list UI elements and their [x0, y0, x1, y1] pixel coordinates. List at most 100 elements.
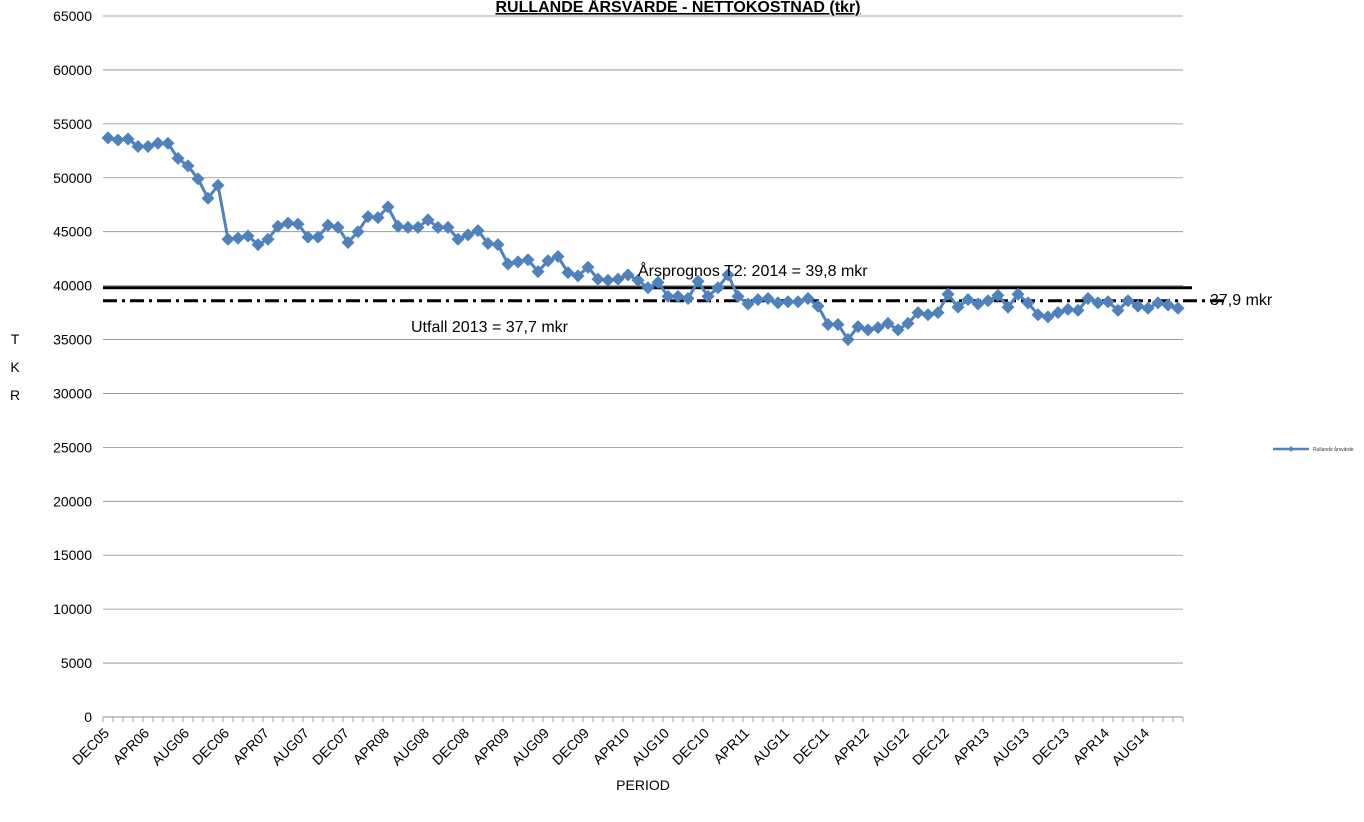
end-value-annotation: 37,9 mkr: [1210, 292, 1273, 309]
data-point: [901, 316, 915, 330]
x-tick-label: APR11: [710, 725, 752, 767]
data-point: [261, 232, 275, 246]
data-point: [1031, 308, 1045, 322]
forecast-annotation: Årsprognos T2: 2014 = 39,8 mkr: [638, 261, 868, 280]
data-point: [1051, 306, 1065, 320]
data-point: [141, 139, 155, 153]
data-point: [401, 220, 415, 234]
x-tick-label: DEC08: [429, 725, 472, 768]
data-point: [1011, 287, 1025, 301]
x-tick-label: DEC10: [669, 725, 712, 768]
data-point: [421, 213, 435, 227]
data-point: [771, 296, 785, 310]
data-point: [741, 297, 755, 311]
data-point: [1131, 299, 1145, 313]
data-point: [631, 273, 645, 287]
y-tick-label: 30000: [53, 385, 92, 401]
data-point: [1161, 298, 1175, 312]
data-point: [871, 321, 885, 335]
data-point: [941, 287, 955, 301]
data-point: [551, 249, 565, 263]
annotations: Årsprognos T2: 2014 = 39,8 mkr Utfall 201…: [411, 261, 1273, 336]
data-point: [821, 317, 835, 331]
data-point: [591, 272, 605, 286]
data-point: [321, 218, 335, 232]
data-point: [611, 272, 625, 286]
y-tick-label: 20000: [53, 493, 92, 509]
data-point: [921, 308, 935, 322]
data-point: [781, 295, 795, 309]
data-point: [311, 230, 325, 244]
x-tick-label: AUG12: [868, 725, 912, 769]
x-tick-label: AUG13: [988, 725, 1032, 769]
data-point: [201, 191, 215, 205]
x-axis: [102, 716, 1184, 722]
data-point: [1151, 296, 1165, 310]
y-axis-title: T K R: [10, 331, 20, 403]
data-point: [1041, 310, 1055, 324]
y-axis-title-letter-r: R: [10, 387, 20, 403]
data-point: [1141, 301, 1155, 315]
data-point: [751, 293, 765, 307]
data-point: [291, 217, 305, 231]
x-tick-label: APR12: [829, 725, 872, 768]
data-point: [391, 219, 405, 233]
data-point: [151, 136, 165, 150]
data-point: [441, 220, 455, 234]
data-point: [991, 288, 1005, 302]
x-tick-label: AUG07: [268, 725, 312, 769]
x-tick-label: DEC06: [189, 725, 232, 768]
data-point: [111, 133, 125, 147]
data-point: [561, 266, 575, 280]
data-point: [621, 268, 635, 282]
data-point: [641, 281, 655, 295]
data-point: [361, 210, 375, 224]
y-tick-label: 50000: [53, 170, 92, 186]
data-point: [711, 281, 725, 295]
x-tick-label: AUG11: [749, 725, 792, 768]
data-point: [811, 299, 825, 313]
x-tick-label: AUG14: [1108, 725, 1152, 769]
x-tick-label: APR07: [229, 725, 272, 768]
data-point: [371, 211, 385, 225]
data-point: [161, 136, 175, 150]
data-point: [501, 257, 515, 271]
data-point: [131, 139, 145, 153]
data-point: [971, 297, 985, 311]
chart-title: RULLANDE ÅRSVÄRDE - NETTOKOSTNAD (tkr): [495, 0, 860, 16]
data-point: [891, 323, 905, 337]
data-point: [251, 238, 265, 252]
data-point: [1021, 296, 1035, 310]
y-tick-label: 65000: [53, 8, 92, 24]
data-point: [301, 230, 315, 244]
y-tick-label: 25000: [53, 439, 92, 455]
x-tick-label: APR13: [949, 725, 992, 768]
data-point: [431, 220, 445, 234]
data-point: [721, 268, 735, 282]
y-tick-label: 60000: [53, 62, 92, 78]
data-point: [271, 219, 285, 233]
data-point: [121, 132, 135, 146]
data-point: [981, 294, 995, 308]
data-point: [461, 228, 475, 242]
data-point: [451, 232, 465, 246]
data-point: [581, 260, 595, 274]
data-point: [1171, 301, 1185, 315]
data-point: [471, 224, 485, 238]
data-point: [601, 273, 615, 287]
data-point: [281, 216, 295, 230]
data-point: [101, 131, 115, 145]
data-point: [221, 232, 235, 246]
y-tick-label: 5000: [61, 655, 92, 671]
data-point: [511, 255, 525, 269]
x-tick-label: DEC13: [1029, 725, 1072, 768]
outcome-annotation: Utfall 2013 = 37,7 mkr: [411, 319, 569, 336]
data-point: [851, 320, 865, 334]
data-point: [1071, 303, 1085, 317]
data-point: [381, 200, 395, 214]
x-tick-label: AUG08: [388, 725, 432, 769]
data-point: [241, 229, 255, 243]
x-tick-label: APR08: [349, 725, 392, 768]
data-point: [651, 275, 665, 289]
